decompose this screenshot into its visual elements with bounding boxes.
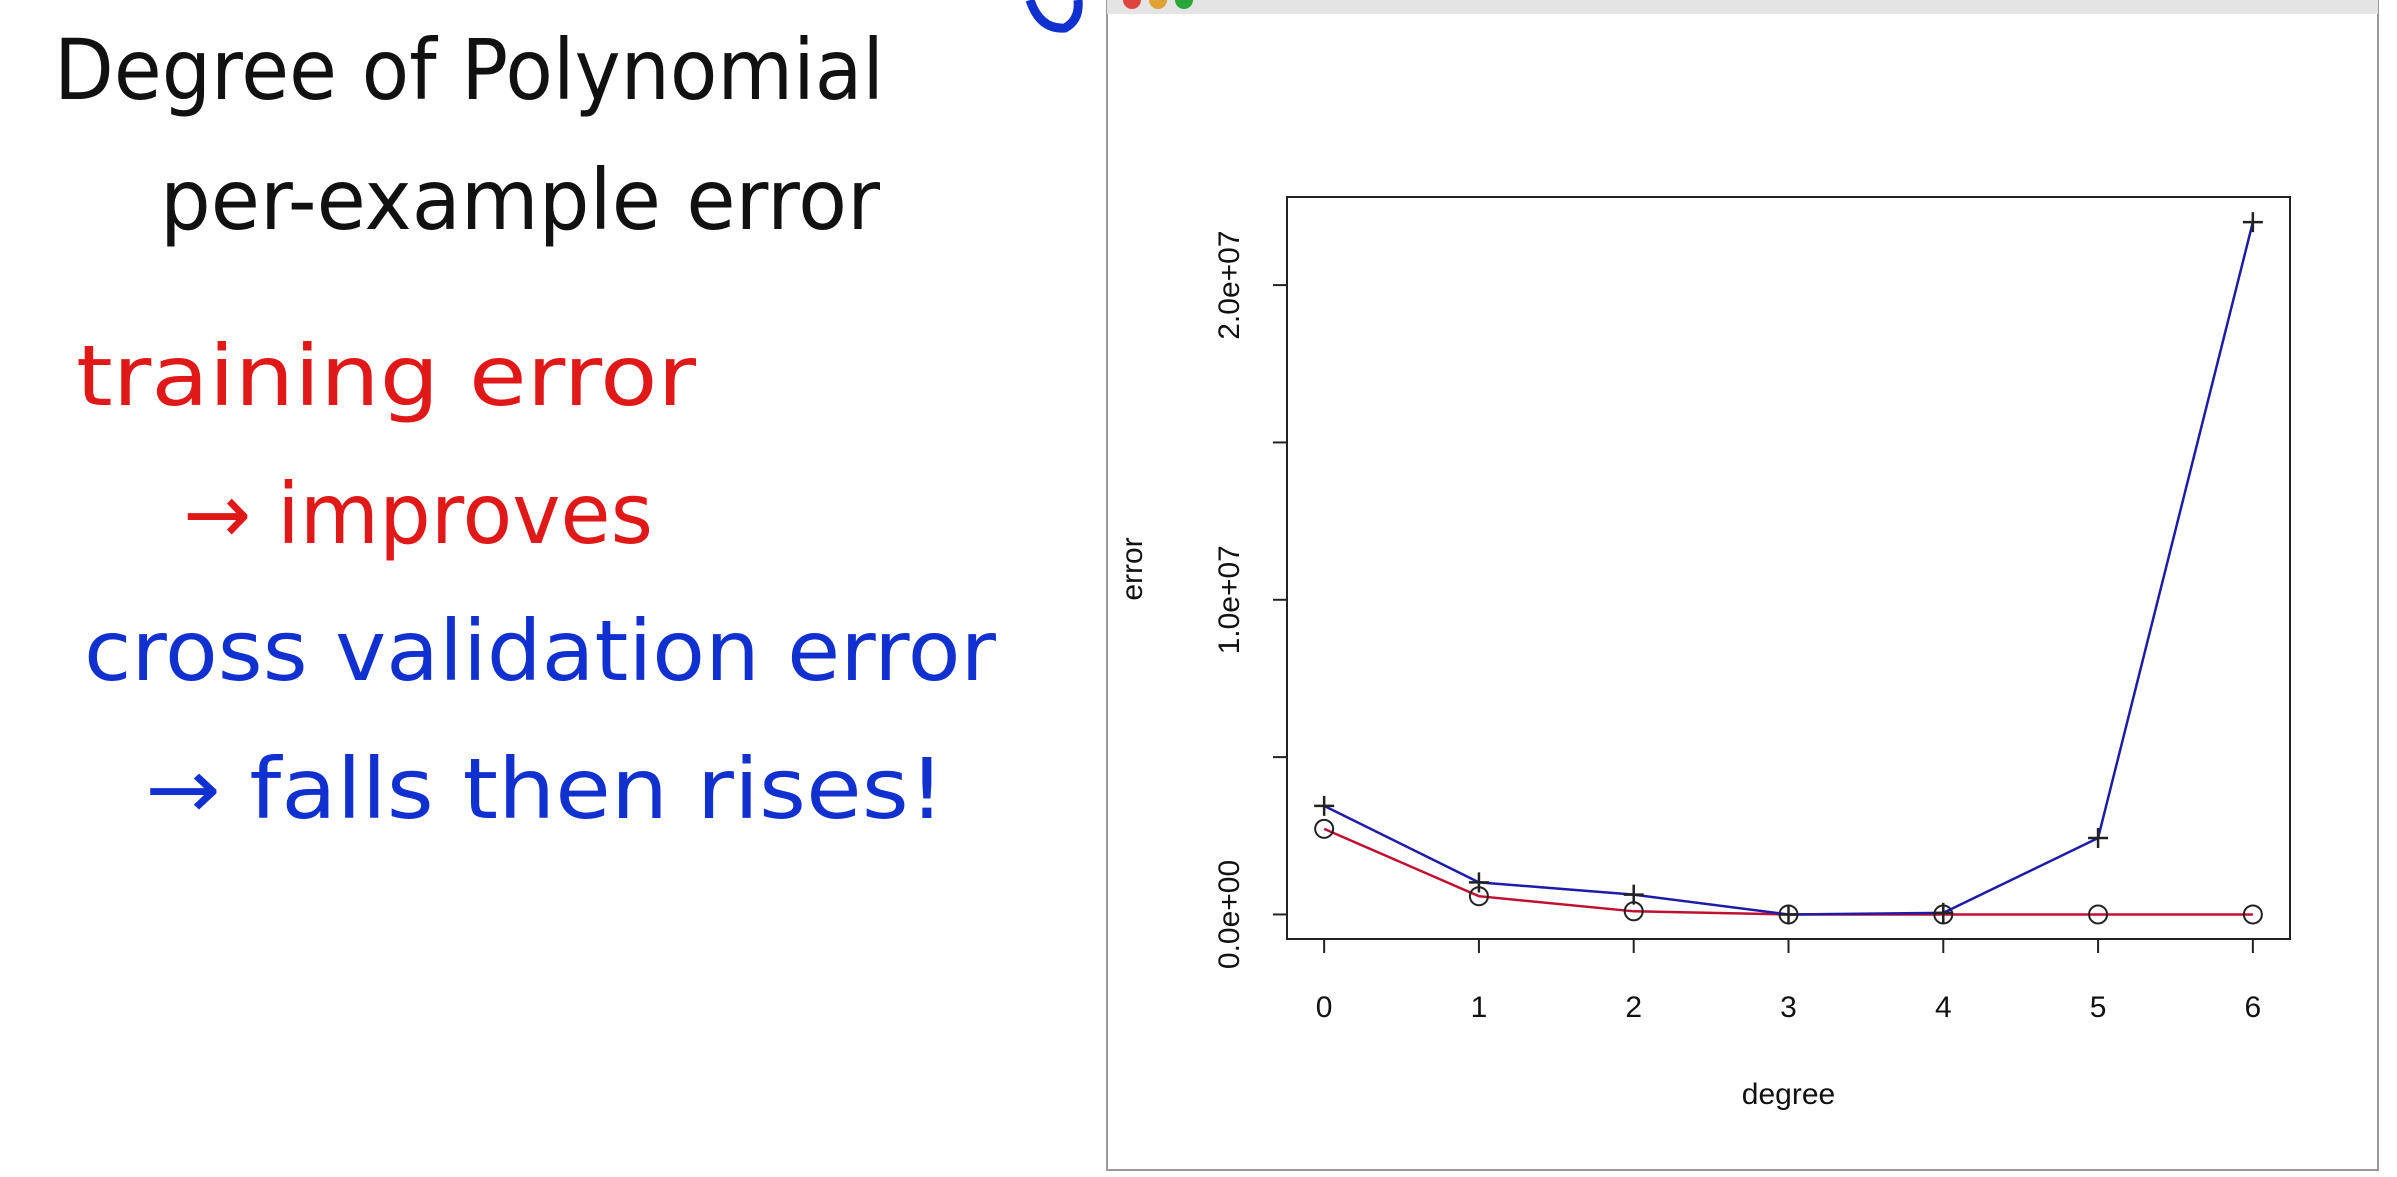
window-frame — [1106, 0, 2379, 1171]
title-bar — [1107, 0, 2378, 14]
zoom-button[interactable] — [1175, 0, 1193, 9]
x-tick-label: 2 — [1625, 991, 1642, 1024]
x-axis-label: degree — [1742, 1078, 1835, 1111]
y-tick-label: 1.0e+07 — [1213, 545, 1246, 654]
chart: 0.0e+00 1.0e+07 2.0e+07 0 1 2 3 4 5 6 degree error — [1116, 196, 2291, 1111]
y-axis-label: error — [1116, 537, 1149, 600]
point — [1778, 904, 1799, 925]
note: cross validation error — [84, 602, 996, 700]
note: per-example error — [160, 151, 880, 249]
pen-stroke — [1025, 0, 1083, 33]
x-tick-label: 4 — [1935, 991, 1952, 1024]
y-tick-label: 0.0e+00 — [1213, 860, 1246, 969]
note: → falls then rises! — [145, 740, 945, 838]
point — [2088, 904, 2109, 925]
point — [2242, 212, 2263, 233]
x-tick-label: 5 — [2090, 991, 2107, 1024]
x-tick-label: 3 — [1780, 991, 1797, 1024]
x-tick-label: 6 — [2245, 991, 2262, 1024]
x-tick-label: 1 — [1471, 991, 1488, 1024]
point — [1468, 872, 1489, 893]
point — [1314, 795, 1335, 816]
point — [2242, 904, 2263, 925]
point — [1623, 884, 1644, 905]
x-tick-label: 0 — [1316, 991, 1333, 1024]
y-tick-label: 2.0e+07 — [1213, 230, 1246, 339]
minimize-button[interactable] — [1149, 0, 1167, 9]
window — [1106, 0, 2379, 1171]
close-button[interactable] — [1123, 0, 1141, 9]
point — [1933, 902, 1954, 923]
point — [1314, 818, 1335, 839]
note: training error — [76, 327, 697, 425]
note: Degree of Polynomial — [54, 21, 884, 119]
note: → improves — [183, 465, 653, 563]
point — [2088, 827, 2109, 848]
